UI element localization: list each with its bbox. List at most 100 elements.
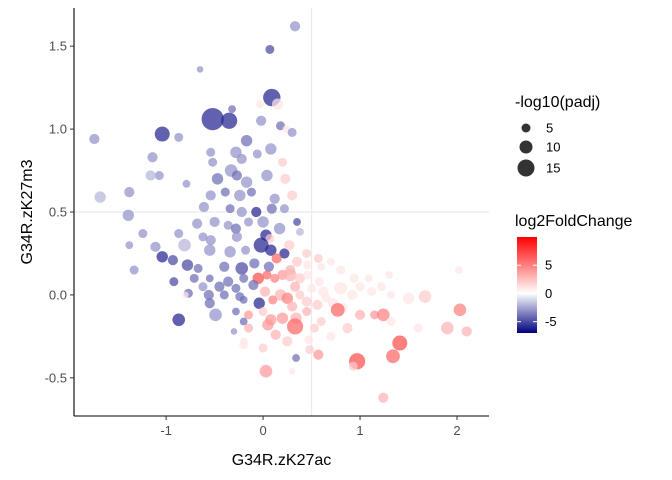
data-point — [145, 170, 156, 181]
data-point — [122, 209, 134, 222]
data-point — [244, 217, 254, 227]
data-point — [240, 134, 253, 147]
data-point — [156, 251, 168, 263]
data-point — [402, 292, 415, 304]
data-point — [253, 237, 269, 253]
x-tick-label: 1 — [356, 423, 363, 438]
data-point — [262, 319, 274, 331]
data-point — [386, 316, 396, 326]
x-tick-label: -1 — [160, 423, 172, 438]
data-point — [265, 143, 277, 155]
data-point — [231, 170, 242, 181]
data-point — [378, 392, 389, 403]
data-point — [277, 157, 287, 167]
data-point — [219, 261, 230, 272]
data-point — [296, 228, 304, 236]
data-point — [289, 281, 301, 292]
size-legend-key — [519, 140, 533, 154]
data-point — [266, 203, 277, 214]
data-point — [236, 206, 247, 218]
data-point — [230, 223, 242, 234]
data-points — [89, 21, 472, 403]
data-point — [181, 259, 194, 271]
data-point — [376, 282, 386, 292]
data-point — [271, 253, 282, 264]
data-point — [392, 335, 408, 351]
data-point — [313, 349, 324, 360]
data-point — [287, 127, 297, 137]
data-point — [455, 266, 463, 274]
color-legend-label: 5 — [545, 258, 552, 273]
data-point — [209, 308, 222, 322]
data-point — [342, 322, 353, 334]
size-legend-label: 15 — [546, 161, 560, 176]
data-point — [224, 246, 236, 258]
data-point — [253, 297, 265, 309]
data-point — [198, 201, 210, 213]
size-legend-label: 5 — [546, 121, 553, 136]
data-point — [252, 149, 262, 159]
data-point — [259, 286, 271, 297]
color-legend-gradient-bar — [517, 237, 537, 333]
data-point — [125, 241, 134, 250]
data-point — [304, 335, 314, 345]
data-point — [256, 115, 267, 126]
size-legend: -log10(padj) 5 10 15 — [515, 94, 600, 177]
data-point — [413, 323, 423, 333]
data-point — [273, 222, 286, 235]
color-legend-title: log2FoldChange — [515, 213, 633, 230]
data-point — [178, 238, 191, 252]
data-point — [239, 296, 248, 304]
data-point — [189, 273, 199, 283]
data-point — [288, 367, 296, 375]
data-point — [94, 191, 106, 203]
data-point — [192, 218, 203, 229]
data-point — [239, 340, 249, 350]
data-point — [269, 193, 280, 204]
data-point — [441, 321, 454, 335]
data-point — [284, 240, 295, 251]
data-point — [292, 354, 300, 362]
data-point — [385, 271, 394, 279]
data-point — [205, 190, 216, 201]
data-point — [283, 268, 297, 282]
y-axis-ticks: -0.5 0.0 0.5 1.0 1.5 — [45, 39, 74, 385]
data-point — [334, 281, 347, 295]
data-point — [279, 204, 289, 214]
data-point — [270, 273, 280, 283]
y-tick-label: 1.5 — [49, 39, 67, 54]
data-point — [276, 312, 289, 324]
data-point — [314, 277, 324, 287]
data-point — [355, 282, 365, 292]
y-axis-title: G34R.zK27m3 — [19, 159, 36, 264]
data-point — [232, 307, 240, 316]
data-point — [309, 323, 319, 333]
data-point — [257, 216, 269, 228]
data-point — [196, 66, 204, 73]
data-point — [223, 220, 233, 230]
data-point — [150, 241, 161, 252]
data-point — [271, 98, 284, 110]
data-point — [301, 296, 312, 307]
data-point — [321, 293, 331, 303]
data-point — [249, 258, 260, 269]
x-axis-ticks: -1 0 1 2 — [160, 416, 461, 438]
data-point — [198, 232, 208, 242]
data-point — [302, 307, 312, 317]
data-point — [302, 248, 312, 258]
data-point — [182, 179, 191, 188]
data-point — [295, 290, 305, 300]
data-point — [313, 253, 323, 263]
data-point — [201, 108, 224, 131]
data-point — [293, 218, 301, 226]
data-point — [236, 153, 247, 165]
data-point — [261, 169, 273, 182]
data-point — [204, 298, 215, 309]
data-point — [231, 283, 241, 293]
data-point — [370, 310, 380, 320]
data-point — [244, 310, 254, 320]
data-point — [228, 105, 236, 114]
data-point — [209, 216, 220, 228]
data-point — [241, 245, 251, 255]
data-point — [208, 157, 218, 167]
